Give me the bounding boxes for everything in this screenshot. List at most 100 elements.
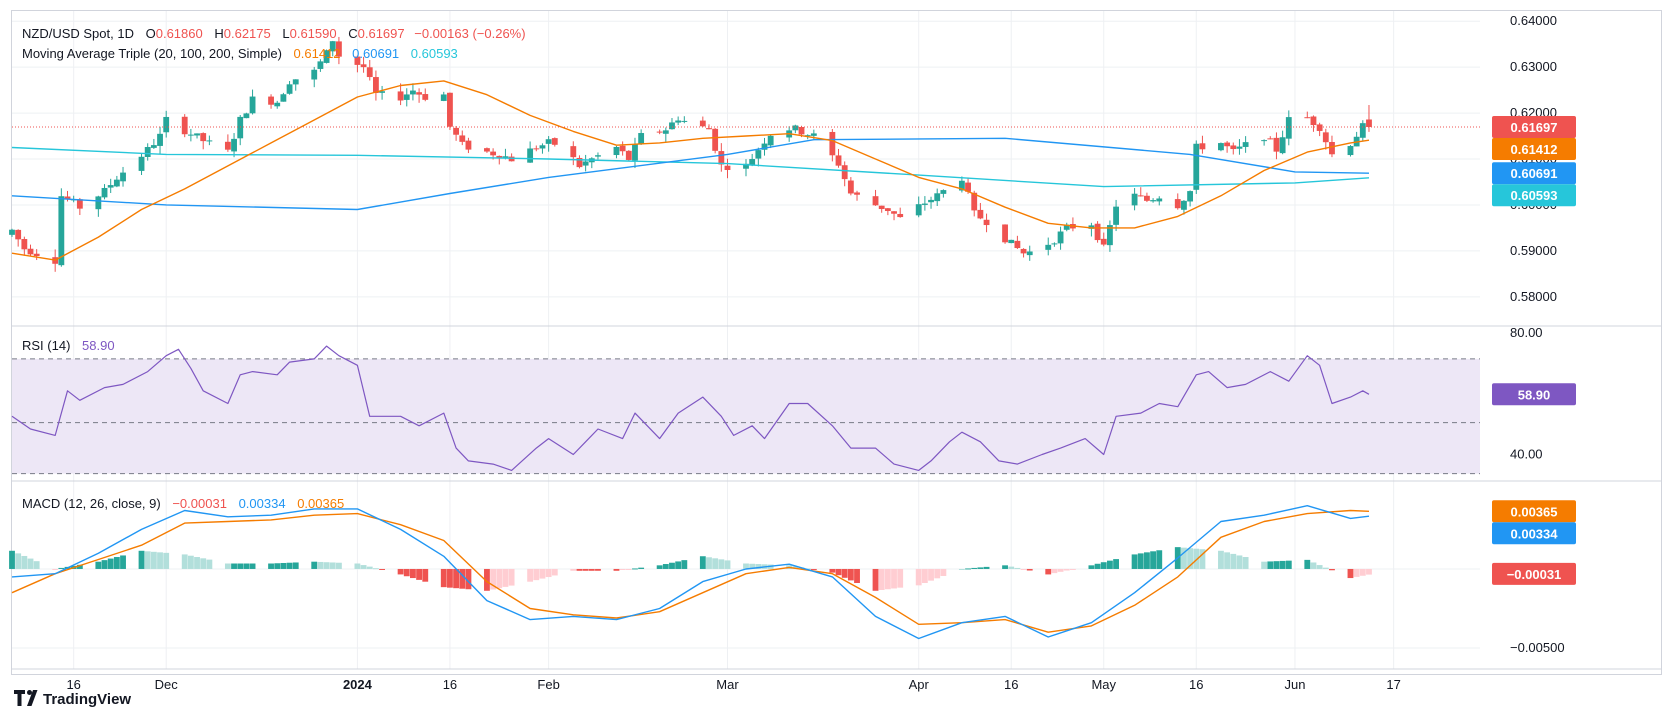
- candle-body: [829, 131, 836, 156]
- candle: [1316, 122, 1323, 137]
- candle-body: [792, 125, 799, 131]
- candle: [224, 134, 231, 152]
- candle-body: [545, 139, 552, 144]
- macd-hist-bar: [397, 568, 404, 575]
- grid-lines: [12, 11, 1480, 669]
- candle-body: [749, 159, 756, 166]
- candle: [447, 92, 453, 130]
- candle-body: [1094, 223, 1101, 241]
- macd-hist-bar: [268, 563, 274, 569]
- macd-hist-bar: [1285, 560, 1292, 569]
- candle: [1187, 190, 1194, 207]
- candle: [940, 189, 947, 198]
- candle: [1236, 139, 1243, 155]
- macd-hist-bar: [1063, 568, 1070, 571]
- candle: [138, 153, 145, 176]
- macd-hist-bar: [373, 568, 379, 570]
- candle: [323, 49, 330, 64]
- candle-body: [681, 120, 688, 122]
- candle: [120, 166, 126, 187]
- candle: [1359, 120, 1366, 142]
- macd-hist-bar: [1107, 560, 1113, 569]
- value-tag-bg: [1492, 115, 1576, 138]
- candle-body: [675, 120, 682, 123]
- macd-hist-bar: [360, 565, 367, 569]
- ma20-legend-value: 0.61412: [294, 46, 341, 61]
- macd-hist-bar: [854, 568, 860, 583]
- candle-body: [761, 143, 768, 150]
- tradingview-logo[interactable]: TradingView: [14, 690, 131, 708]
- ma200-legend-value: 0.60593: [411, 46, 458, 61]
- time-axis[interactable]: 16 Dec 2024 16 Feb Mar Apr 16 May 16 Jun 17: [66, 677, 1400, 692]
- macd-hist-bar: [1156, 550, 1163, 569]
- candle-body: [977, 209, 984, 219]
- candle: [1008, 239, 1015, 244]
- candle: [662, 127, 669, 142]
- rsi-band-fill: [12, 358, 1480, 474]
- candle: [1131, 188, 1138, 211]
- candle: [1045, 237, 1052, 256]
- candle: [669, 117, 675, 130]
- candle: [638, 129, 645, 145]
- candle-body: [1199, 143, 1206, 150]
- macd-hist-bar: [1008, 566, 1015, 569]
- macd-hist-bar: [718, 559, 725, 569]
- candle: [354, 55, 361, 73]
- candle-body: [810, 133, 817, 136]
- ma-legend: Moving Average Triple (20, 100, 200, Sim…: [22, 46, 458, 61]
- candle: [983, 213, 990, 233]
- candle-body: [440, 94, 447, 101]
- candle-body: [422, 94, 429, 100]
- tradingview-logo-dot: [27, 690, 32, 695]
- rsi-tick-label-1: 40.00: [1510, 447, 1543, 462]
- candle: [1310, 115, 1317, 132]
- candle: [1304, 111, 1311, 119]
- candle: [1279, 130, 1286, 155]
- candle-body: [872, 196, 879, 206]
- candle-body: [329, 41, 336, 52]
- macd-hist-bar: [539, 568, 546, 579]
- candle: [1230, 142, 1237, 155]
- candle-body: [656, 131, 663, 133]
- candle: [274, 100, 281, 109]
- value-tag-bg: [1492, 500, 1576, 523]
- candle-body: [1002, 224, 1008, 243]
- candle: [107, 178, 114, 193]
- macd-hist-bar: [76, 564, 83, 569]
- macd-hist-bar: [588, 568, 595, 571]
- candle: [416, 88, 423, 103]
- macd-hist-bar: [545, 568, 552, 578]
- macd-hist-bar: [224, 563, 231, 569]
- x-tick-label-10: Jun: [1284, 677, 1305, 692]
- candle: [1100, 232, 1107, 247]
- macd-hist-bar: [940, 568, 947, 576]
- candle-body: [743, 163, 749, 169]
- candle-body: [1329, 141, 1335, 155]
- value-tag: 0.00334: [1492, 522, 1576, 545]
- candle-body: [891, 211, 897, 214]
- macd-hist-bar: [595, 568, 601, 571]
- candle-body: [1008, 239, 1015, 244]
- candle: [1347, 145, 1354, 157]
- macd-signal-legend-value: 0.00365: [297, 496, 344, 511]
- macd-hist-bar: [675, 561, 682, 569]
- candle-body: [1230, 145, 1237, 150]
- candle-body: [181, 116, 188, 135]
- candle-body: [971, 192, 978, 211]
- candle: [570, 141, 577, 166]
- macd-hist-bar: [459, 568, 466, 589]
- candle: [533, 145, 540, 152]
- value-tag: 0.61412: [1492, 137, 1576, 160]
- candle: [915, 196, 922, 218]
- ohlc-open: 0.61860: [156, 26, 203, 41]
- candle-body: [274, 102, 281, 107]
- macd-hist-bar: [1144, 552, 1150, 569]
- candle-body: [638, 133, 645, 145]
- macd-hist-bar: [1014, 567, 1021, 569]
- candle: [712, 128, 719, 154]
- candle: [1088, 222, 1095, 237]
- candle-body: [724, 165, 731, 171]
- ohlc-change: −0.00163 (−0.26%): [414, 26, 525, 41]
- candle-body: [9, 229, 15, 235]
- candle: [157, 126, 163, 154]
